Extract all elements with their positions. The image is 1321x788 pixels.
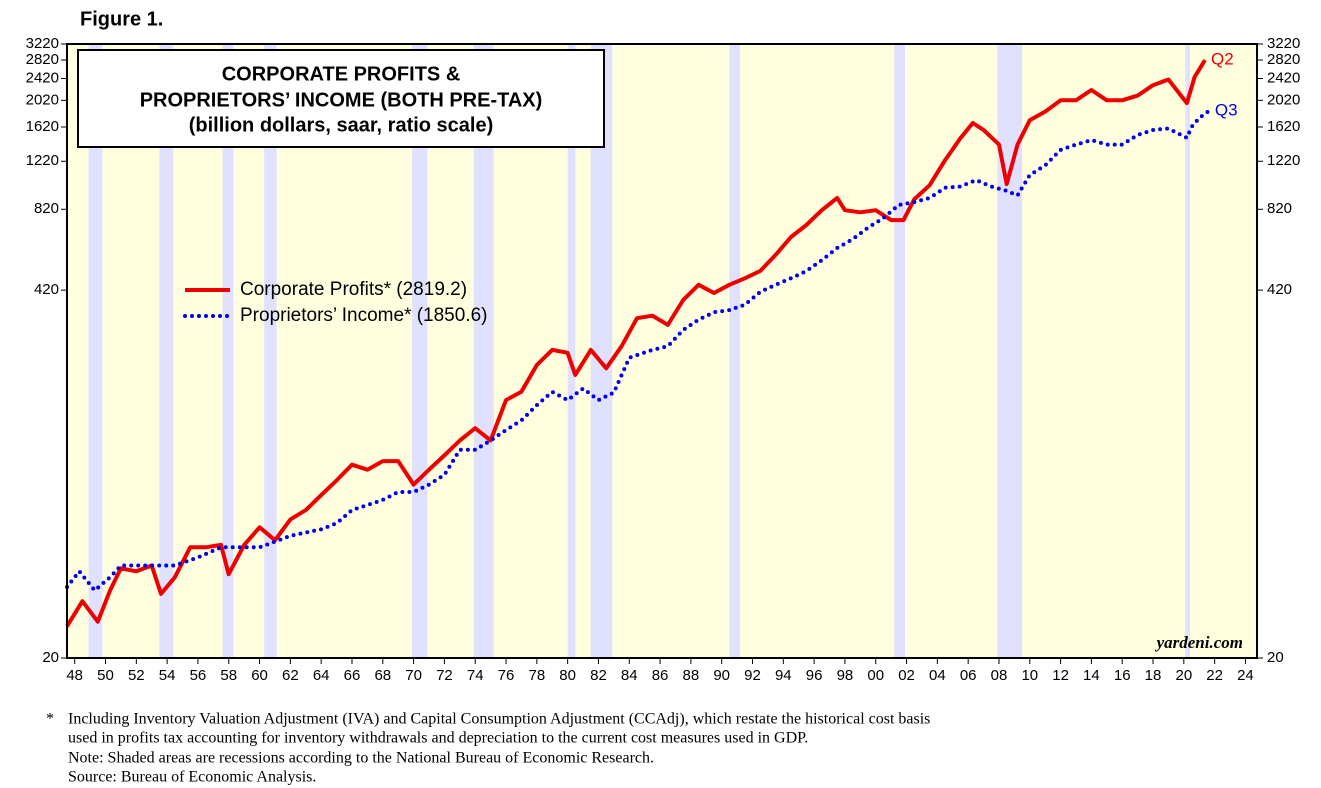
watermark: yardeni.com (1155, 633, 1243, 652)
recession-band (264, 44, 277, 658)
x-tick-label: 20 (1175, 667, 1192, 684)
recession-band (473, 44, 494, 658)
x-tick-label: 66 (344, 667, 361, 684)
y-tick-label: 2020 (26, 91, 59, 108)
y-tick-label: 3220 (26, 35, 59, 52)
x-tick-label: 50 (97, 667, 114, 684)
x-tick-label: 74 (467, 667, 484, 684)
x-tick-label: 88 (683, 667, 700, 684)
x-tick-label: 76 (498, 667, 515, 684)
recession-band (729, 44, 741, 658)
x-tick-label: 06 (960, 667, 977, 684)
x-tick-label: 52 (128, 667, 145, 684)
series-line (65, 108, 1211, 593)
footnote-marker: * (46, 711, 54, 728)
end-label: Q3 (1215, 100, 1238, 119)
x-tick-label: 80 (559, 667, 576, 684)
x-tick-label: 62 (282, 667, 299, 684)
x-tick-label: 58 (220, 667, 237, 684)
x-tick-label: 82 (590, 667, 607, 684)
end-label: Q2 (1211, 50, 1234, 69)
note: Including Inventory Valuation Adjustment… (68, 711, 930, 728)
recession-band (997, 44, 1023, 658)
x-tick-label: 92 (744, 667, 761, 684)
y-tick-label: 820 (34, 200, 59, 217)
title-box (77, 49, 605, 148)
x-tick-label: 78 (528, 667, 545, 684)
y-tick-label: 1620 (26, 118, 59, 135)
x-tick-label: 14 (1083, 667, 1100, 684)
title: (billion dollars, saar, ratio scale) (189, 114, 494, 136)
x-tick-label: 08 (991, 667, 1008, 684)
recession-band (159, 44, 174, 658)
y-tick-label: 20 (42, 649, 59, 666)
title: PROPRIETORS’ INCOME (BOTH PRE-TAX) (140, 89, 543, 111)
y2-tick-label: 1620 (1267, 118, 1300, 135)
x-tick-label: 02 (898, 667, 915, 684)
y-tick-label: 420 (34, 281, 59, 298)
title: CORPORATE PROFITS & (222, 63, 461, 85)
recession-band (567, 44, 576, 658)
legend-label: Proprietors’ Income* (1850.6) (240, 305, 487, 326)
x-tick-label: 00 (867, 667, 884, 684)
y2-tick-label: 2420 (1267, 69, 1300, 86)
x-tick-label: 04 (929, 667, 946, 684)
x-tick-label: 16 (1114, 667, 1131, 684)
x-tick-label: 54 (159, 667, 176, 684)
x-tick-label: 60 (251, 667, 268, 684)
note: used in profits tax accounting for inven… (68, 730, 808, 747)
x-tick-label: 84 (621, 667, 638, 684)
x-tick-label: 86 (652, 667, 669, 684)
x-tick-label: 70 (405, 667, 422, 684)
legend-label: Corporate Profits* (2819.2) (240, 279, 467, 300)
y2-tick-label: 3220 (1267, 35, 1300, 52)
x-tick-label: 56 (190, 667, 207, 684)
y2-tick-label: 20 (1267, 649, 1284, 666)
y2-tick-label: 820 (1267, 200, 1292, 217)
x-tick-label: 18 (1145, 667, 1162, 684)
recession-band (1185, 44, 1190, 658)
figure-label: Figure 1. (80, 8, 163, 30)
note: Source: Bureau of Economic Analysis. (68, 769, 316, 786)
x-tick-label: 22 (1206, 667, 1223, 684)
x-tick-label: 24 (1237, 667, 1254, 684)
y-tick-label: 1220 (26, 152, 59, 169)
x-tick-label: 64 (313, 667, 330, 684)
y-tick-label: 2820 (26, 51, 59, 68)
recession-band (88, 44, 103, 658)
x-tick-label: 10 (1021, 667, 1038, 684)
x-tick-label: 90 (713, 667, 730, 684)
x-tick-label: 94 (775, 667, 792, 684)
x-tick-label: 72 (436, 667, 453, 684)
x-tick-label: 68 (374, 667, 391, 684)
recession-band (894, 44, 906, 658)
y2-tick-label: 2820 (1267, 51, 1300, 68)
y-tick-label: 2420 (26, 69, 59, 86)
x-tick-label: 12 (1052, 667, 1069, 684)
y2-tick-label: 420 (1267, 281, 1292, 298)
x-tick-label: 48 (66, 667, 83, 684)
y2-tick-label: 2020 (1267, 91, 1300, 108)
series-line (65, 59, 1207, 628)
plot-frame (66, 43, 1258, 659)
x-tick-label: 96 (806, 667, 823, 684)
x-tick-label: 98 (837, 667, 854, 684)
y2-tick-label: 1220 (1267, 152, 1300, 169)
recession-band (590, 44, 613, 658)
recession-band (412, 44, 428, 658)
note: Note: Shaded areas are recessions accord… (68, 750, 654, 767)
recession-band (222, 44, 234, 658)
